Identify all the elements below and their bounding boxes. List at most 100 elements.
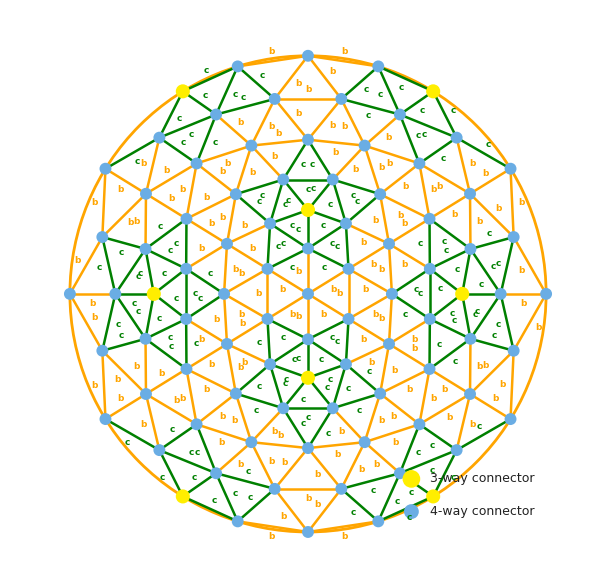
Text: c: c	[283, 200, 288, 209]
Text: b: b	[352, 165, 359, 174]
Circle shape	[177, 490, 189, 503]
Text: b: b	[372, 310, 378, 319]
Text: b: b	[431, 185, 437, 194]
Text: c: c	[192, 473, 197, 482]
Text: b: b	[452, 210, 458, 219]
Circle shape	[456, 288, 468, 300]
Text: c: c	[346, 384, 351, 393]
Circle shape	[141, 389, 151, 399]
Text: c: c	[125, 438, 131, 447]
Text: c: c	[321, 221, 326, 230]
Text: c: c	[326, 428, 331, 438]
Circle shape	[424, 214, 434, 224]
Text: b: b	[89, 299, 96, 308]
Text: b: b	[163, 166, 169, 175]
Text: b: b	[295, 312, 302, 321]
Circle shape	[344, 264, 354, 274]
Text: b: b	[401, 218, 407, 228]
Text: c: c	[335, 337, 341, 345]
Text: c: c	[367, 367, 372, 376]
Circle shape	[336, 94, 346, 104]
Text: b: b	[341, 531, 348, 541]
Circle shape	[303, 443, 313, 453]
Circle shape	[302, 372, 314, 384]
Text: b: b	[75, 256, 81, 265]
Text: c: c	[454, 265, 460, 274]
Text: b: b	[238, 269, 244, 277]
Text: b: b	[397, 211, 403, 220]
Text: c: c	[208, 269, 213, 278]
Text: c: c	[260, 71, 265, 80]
Circle shape	[141, 189, 151, 199]
Circle shape	[302, 204, 314, 216]
Circle shape	[509, 232, 519, 242]
Circle shape	[509, 346, 519, 355]
Circle shape	[303, 289, 313, 299]
Circle shape	[182, 214, 192, 224]
Text: b: b	[296, 109, 302, 118]
Text: b: b	[296, 79, 302, 88]
Text: b: b	[378, 416, 384, 425]
Text: c: c	[275, 242, 281, 251]
Text: b: b	[368, 358, 375, 367]
Circle shape	[233, 516, 243, 526]
Text: b: b	[341, 122, 347, 131]
Text: c: c	[442, 237, 447, 246]
Text: c: c	[491, 261, 496, 271]
Text: c: c	[247, 494, 253, 503]
Circle shape	[211, 468, 221, 478]
Text: b: b	[329, 121, 335, 130]
Text: c: c	[418, 289, 423, 298]
Text: b: b	[482, 169, 488, 178]
Circle shape	[395, 110, 405, 119]
Text: c: c	[170, 425, 175, 434]
Text: b: b	[492, 394, 498, 403]
Circle shape	[278, 175, 288, 185]
Circle shape	[425, 314, 435, 324]
Text: b: b	[477, 362, 483, 371]
Text: b: b	[520, 299, 527, 308]
Text: b: b	[168, 194, 174, 203]
Text: b: b	[158, 369, 164, 378]
Text: b: b	[219, 412, 225, 421]
Text: b: b	[378, 162, 384, 171]
Text: c: c	[422, 130, 428, 139]
Text: c: c	[322, 263, 326, 272]
Text: b: b	[305, 494, 311, 503]
Text: b: b	[271, 427, 277, 436]
Circle shape	[97, 232, 107, 242]
Circle shape	[303, 243, 313, 254]
Text: c: c	[306, 185, 310, 194]
Text: b: b	[213, 315, 219, 324]
Text: b: b	[140, 159, 147, 168]
Circle shape	[246, 438, 256, 447]
Text: c: c	[301, 419, 306, 428]
Text: b: b	[535, 323, 541, 332]
Text: c: c	[291, 355, 297, 365]
Text: b: b	[209, 360, 215, 369]
Text: c: c	[156, 314, 162, 323]
Circle shape	[270, 484, 280, 494]
Text: b: b	[239, 319, 245, 328]
Text: b: b	[336, 289, 342, 298]
Text: c: c	[233, 489, 238, 498]
Text: b: b	[249, 244, 256, 253]
Text: b: b	[373, 460, 379, 469]
Circle shape	[148, 288, 160, 300]
Text: b: b	[411, 344, 418, 353]
Circle shape	[155, 445, 164, 455]
Text: c: c	[233, 90, 238, 99]
Text: c: c	[256, 381, 262, 391]
Circle shape	[452, 133, 461, 143]
Circle shape	[360, 141, 370, 151]
Text: c: c	[319, 355, 325, 365]
Text: b: b	[320, 310, 326, 319]
Text: b: b	[378, 314, 384, 323]
Circle shape	[140, 334, 150, 344]
Text: b: b	[91, 198, 97, 207]
Text: c: c	[476, 422, 482, 431]
Text: c: c	[168, 333, 172, 342]
Text: b: b	[401, 260, 408, 269]
Text: 3-way connector: 3-way connector	[431, 473, 535, 486]
Circle shape	[373, 516, 383, 526]
